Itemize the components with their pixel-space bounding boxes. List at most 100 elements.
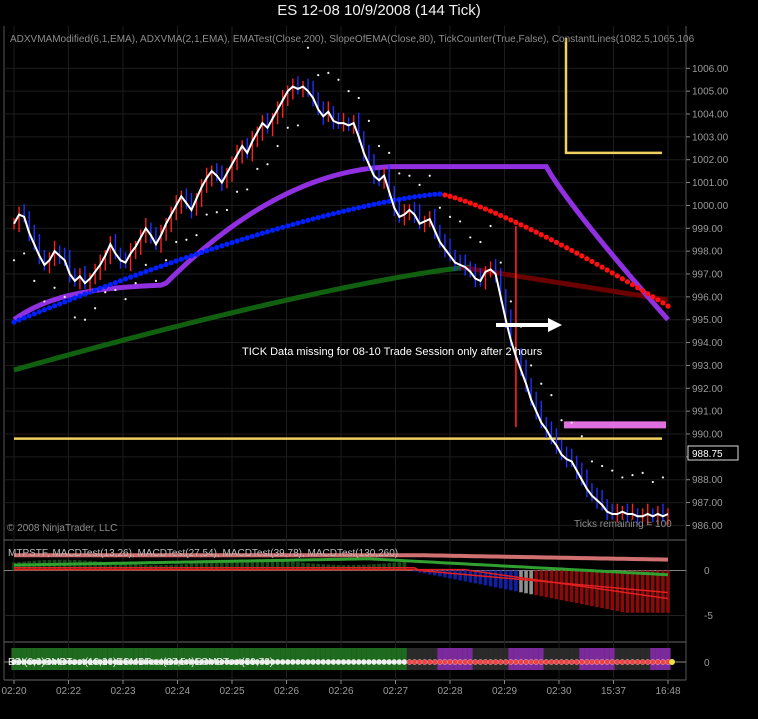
psar-dot	[418, 183, 421, 186]
signal-cell	[26, 648, 32, 670]
signal-cell	[381, 648, 387, 670]
adxvma-dot	[422, 192, 428, 199]
adxvma-dot	[366, 202, 372, 208]
adxvma-dot	[16, 317, 22, 323]
signal-cell	[148, 648, 154, 670]
signal-dot	[437, 659, 443, 665]
adxvma-dot	[665, 303, 671, 309]
grid-lines	[4, 26, 686, 680]
psar-dot	[63, 295, 66, 298]
adxvma-dot	[234, 238, 240, 244]
adxvma-dot	[371, 201, 377, 207]
adxvma-dot	[396, 196, 402, 202]
signal-cell	[173, 648, 179, 670]
y-tick-label: 999.00	[692, 224, 723, 235]
signal-cell	[614, 648, 620, 670]
adxvma-dot	[168, 260, 174, 266]
y-tick-label: 1006.00	[692, 64, 729, 75]
psar-dot	[185, 238, 188, 241]
x-tick-label: 02:26	[328, 686, 353, 697]
x-tick-label: 16:48	[655, 686, 680, 697]
signal-cell	[482, 648, 489, 670]
x-tick-label: 02:27	[383, 686, 408, 697]
adxvma-dot	[442, 192, 448, 198]
signal-cell	[528, 648, 534, 670]
signal-dot	[528, 659, 534, 665]
signal-cell	[153, 648, 159, 670]
signal-cell	[472, 648, 478, 670]
annotation-arrow-head	[548, 318, 562, 332]
adxvma-dot	[204, 248, 210, 254]
x-tick-label: 02:30	[546, 686, 571, 697]
signal-cell	[533, 648, 539, 670]
signal-dot	[477, 659, 484, 665]
psar-dot	[661, 476, 665, 479]
adxvma-dot	[427, 192, 433, 198]
psar-dot	[225, 208, 229, 212]
psar-dot	[124, 298, 127, 301]
adxvma-dot	[46, 305, 53, 311]
adxvma-dot	[351, 206, 357, 212]
signal-cell	[340, 648, 347, 670]
adxvma-dot	[57, 301, 63, 307]
signal-dot	[391, 659, 397, 665]
adxvma-dot	[249, 233, 255, 239]
signal-cell	[133, 648, 139, 670]
psar-dot	[438, 206, 441, 209]
adxvma-dot	[533, 229, 539, 235]
signal-cell	[640, 648, 646, 670]
indicator-header: ADXVMAModified(6,1,EMA), ADXVMA(2,1,EMA)…	[10, 34, 695, 45]
signal-cell	[447, 648, 453, 670]
adxvma-dot	[117, 278, 124, 284]
psar-dot	[621, 476, 624, 479]
signal-cell	[320, 648, 326, 670]
adxvma-dot	[619, 276, 625, 282]
adxvma-dot	[472, 202, 478, 208]
signal-dot	[330, 659, 337, 665]
psar-dot	[600, 464, 604, 468]
signal-dot	[421, 659, 428, 665]
adxvma-dot	[356, 205, 362, 211]
x-tick-label: 15:37	[601, 686, 626, 697]
signal-dot	[604, 659, 610, 665]
signal-cell	[650, 648, 656, 670]
adxvma-dot	[143, 269, 149, 275]
signal-dot	[320, 659, 327, 665]
signal-cell	[264, 648, 271, 670]
signal-dot	[508, 659, 514, 665]
signal-cell	[198, 648, 205, 670]
signal-dot	[452, 659, 458, 665]
signal-tick-label: 0	[704, 658, 710, 669]
signal-cell	[143, 648, 149, 670]
signal-dot	[315, 659, 321, 665]
signal-cell	[493, 648, 499, 670]
signal-dot	[482, 659, 489, 665]
signal-cell	[411, 648, 418, 670]
y-tick-label: 998.00	[692, 247, 723, 258]
signal-dot	[589, 659, 595, 665]
signal-dot	[340, 659, 347, 665]
signal-dot	[518, 659, 524, 665]
adxvma-dot	[290, 221, 296, 228]
psar-dot	[377, 144, 381, 148]
psar-dot	[73, 316, 76, 319]
signal-dot	[553, 659, 560, 665]
y-tick-label: 988.00	[692, 475, 723, 486]
signal-cell	[346, 648, 352, 670]
macd-tick-label: 0	[704, 566, 710, 577]
macd-panel-header: MTPSTF, MACDTest(13,26), MACDTest(27,54)…	[8, 548, 398, 559]
signal-cell	[275, 648, 281, 670]
signal-dot	[523, 659, 529, 665]
constant-lines	[14, 38, 666, 440]
adxvma-dot	[609, 270, 615, 276]
signal-dot	[584, 659, 590, 665]
signal-cell	[619, 648, 625, 670]
signal-cell	[330, 648, 336, 670]
signal-cell	[335, 648, 342, 670]
adxvma-dot	[92, 287, 98, 293]
signal-dot	[568, 659, 575, 665]
adxvma-dot	[275, 226, 281, 232]
signal-cell	[77, 648, 83, 670]
adxvma-dot	[300, 219, 306, 225]
